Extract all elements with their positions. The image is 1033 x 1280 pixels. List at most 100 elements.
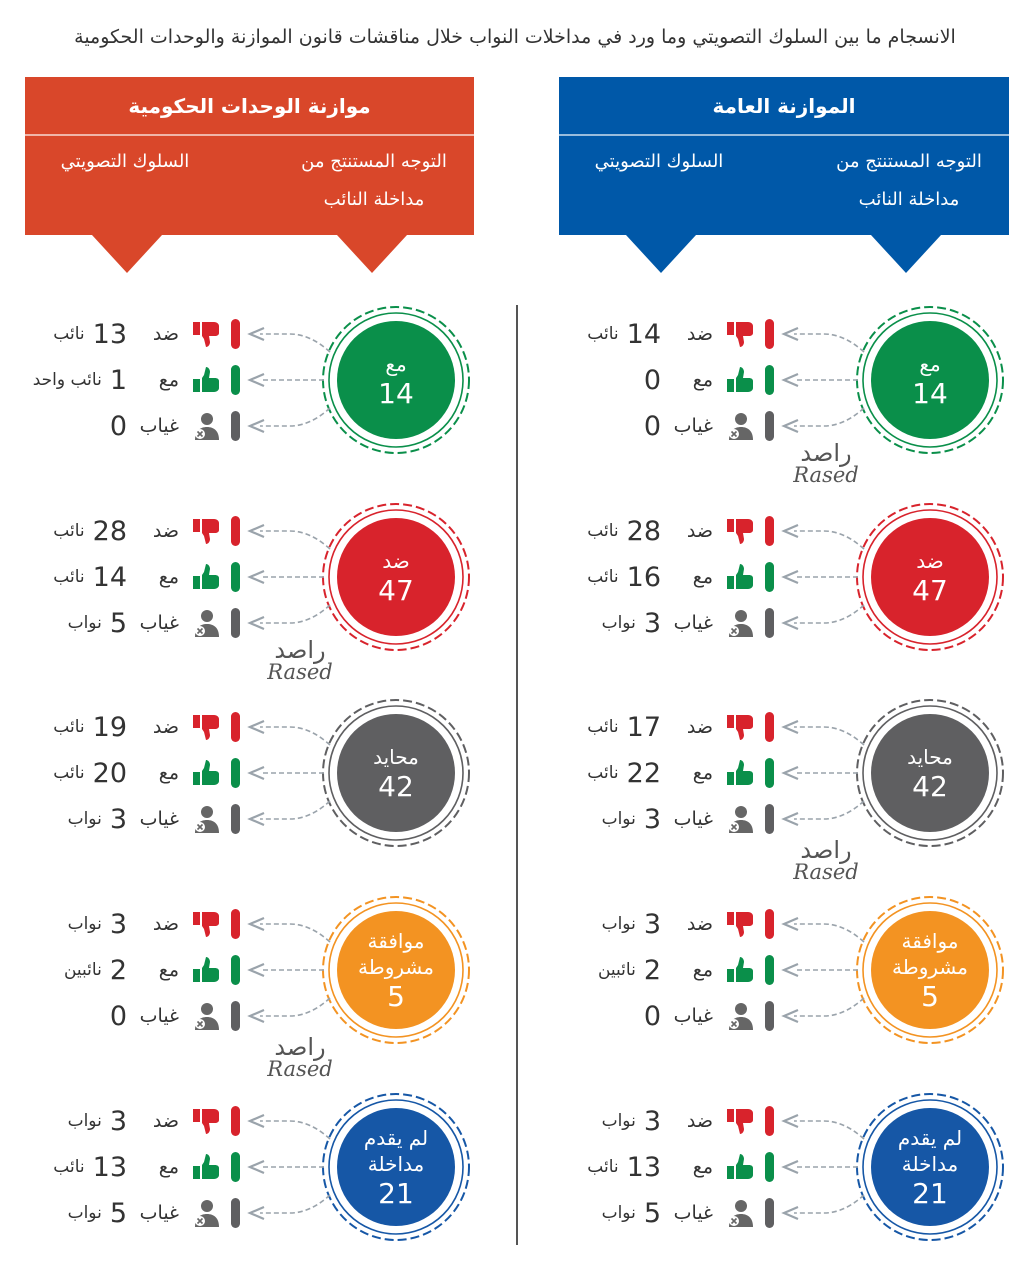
vote-unit: نواب [601, 914, 636, 934]
pointer-vote [626, 235, 696, 273]
watermark-ar: راصد [274, 1033, 326, 1061]
watermark-ar: راصد [800, 836, 852, 864]
vote-bar [231, 712, 240, 742]
vote-bar [765, 516, 774, 546]
vote-row-for: مع 2 نائبين [64, 953, 240, 987]
vote-unit: نائب [53, 324, 85, 344]
dashed-arrow [247, 962, 324, 978]
panel-general-budget: الموازنة العامة التوجه المستنتج من مداخل… [559, 77, 1009, 273]
vote-unit: نواب [67, 1203, 102, 1223]
vote-label: ضد [152, 716, 179, 738]
absent-person-icon [179, 1199, 221, 1227]
vote-bar [765, 608, 774, 638]
vote-label: ضد [152, 1110, 179, 1132]
vote-unit: نائب [53, 1157, 85, 1177]
vote-label: مع [158, 762, 179, 784]
vote-count: 14 [92, 561, 127, 593]
panel-units-budget: موازنة الوحدات الحكومية التوجه المستنتج … [25, 77, 474, 273]
dashed-arrow [247, 1194, 331, 1221]
vote-unit: نواب [601, 613, 636, 633]
vote-count: 3 [109, 908, 127, 940]
vote-unit: نواب [601, 1203, 636, 1223]
thumbs-down-icon [179, 320, 221, 348]
vote-label: غياب [673, 808, 713, 830]
stance-label: لم يقدم مداخلة [897, 1125, 963, 1176]
infographic-title: الانسجام ما بين السلوك التصويتي وما ورد … [74, 26, 956, 48]
panel-title: الموازنة العامة [559, 77, 1009, 136]
stance-total: 21 [378, 1176, 414, 1210]
dashed-arrow [781, 997, 865, 1024]
absent-person-icon [179, 1002, 221, 1030]
rased-watermark: راصد Rased [771, 439, 881, 487]
vote-row-against: ضد 3 نواب [68, 1104, 240, 1138]
vote-bar [231, 516, 240, 546]
panel-col-stance: التوجه المستنتج من مداخلة النائب [301, 151, 447, 210]
dashed-arrow [781, 1159, 858, 1175]
watermark-en: Rased [793, 860, 859, 884]
panel-col-vote: السلوك التصويتي [594, 151, 724, 172]
circle-fill: مع 14 [871, 321, 989, 439]
vote-row-absent: غياب 5 نواب [68, 606, 240, 640]
dashed-arrow [781, 719, 865, 746]
vote-label: غياب [673, 1202, 713, 1224]
absent-person-icon [179, 805, 221, 833]
vote-count: 17 [626, 711, 661, 743]
vote-unit: نواب [601, 809, 636, 829]
thumbs-up-icon [713, 956, 755, 984]
vote-bar [765, 1152, 774, 1182]
vote-unit: نائب [587, 763, 619, 783]
vote-row-against: ضد 3 نواب [602, 1104, 774, 1138]
vote-bar [765, 1001, 774, 1031]
dashed-arrow [781, 1194, 865, 1221]
stance-label: مع [385, 351, 407, 376]
vote-label: مع [692, 369, 713, 391]
vote-label: غياب [139, 415, 179, 437]
vote-label: ضد [686, 323, 713, 345]
stance-total: 47 [378, 573, 414, 607]
vote-count: 0 [643, 410, 661, 442]
circle-fill: لم يقدم مداخلة 21 [871, 1108, 989, 1226]
stance-label: موافقة مشروطة [358, 928, 434, 979]
vote-unit: نائب [587, 567, 619, 587]
vote-row-for: مع 20 نائب [53, 756, 240, 790]
vote-bar [765, 1198, 774, 1228]
vote-bar [765, 758, 774, 788]
circle-fill: محايد 42 [871, 714, 989, 832]
thumbs-up-icon [713, 563, 755, 591]
dashed-arrow [247, 569, 324, 585]
thumbs-up-icon [179, 956, 221, 984]
pointer-vote [92, 235, 162, 273]
vote-label: غياب [673, 1005, 713, 1027]
circle-fill: موافقة مشروطة 5 [871, 911, 989, 1029]
vote-count: 3 [643, 607, 661, 639]
vote-unit: نائب [53, 717, 85, 737]
vote-unit: نائب [587, 324, 619, 344]
stance-label: محايد [907, 744, 953, 769]
vote-row-against: ضد 14 نائب [587, 317, 774, 351]
vote-row-absent: غياب 3 نواب [68, 802, 240, 836]
dashed-arrow [781, 962, 858, 978]
vote-label: ضد [686, 716, 713, 738]
thumbs-down-icon [179, 1107, 221, 1135]
vote-label: ضد [686, 913, 713, 935]
stance-label: لم يقدم مداخلة [363, 1125, 429, 1176]
vote-count: 22 [626, 757, 661, 789]
stance-total: 14 [378, 376, 414, 410]
dashed-arrow [781, 523, 865, 550]
thumbs-up-icon [179, 366, 221, 394]
vote-count: 0 [643, 1000, 661, 1032]
dashed-arrow [247, 1159, 324, 1175]
vote-row-against: ضد 17 نائب [587, 710, 774, 744]
vote-label: ضد [686, 520, 713, 542]
panel-col-vote: السلوك التصويتي [60, 151, 190, 172]
circle-fill: مع 14 [337, 321, 455, 439]
dashed-arrow [247, 604, 331, 631]
dashed-arrow [247, 523, 331, 550]
vote-row-against: ضد 3 نواب [602, 907, 774, 941]
watermark-ar: راصد [274, 636, 326, 664]
thumbs-down-icon [713, 517, 755, 545]
thumbs-down-icon [713, 1107, 755, 1135]
vote-row-absent: غياب 0 [636, 999, 774, 1033]
thumbs-down-icon [713, 713, 755, 741]
vote-row-against: ضد 3 نواب [68, 907, 240, 941]
